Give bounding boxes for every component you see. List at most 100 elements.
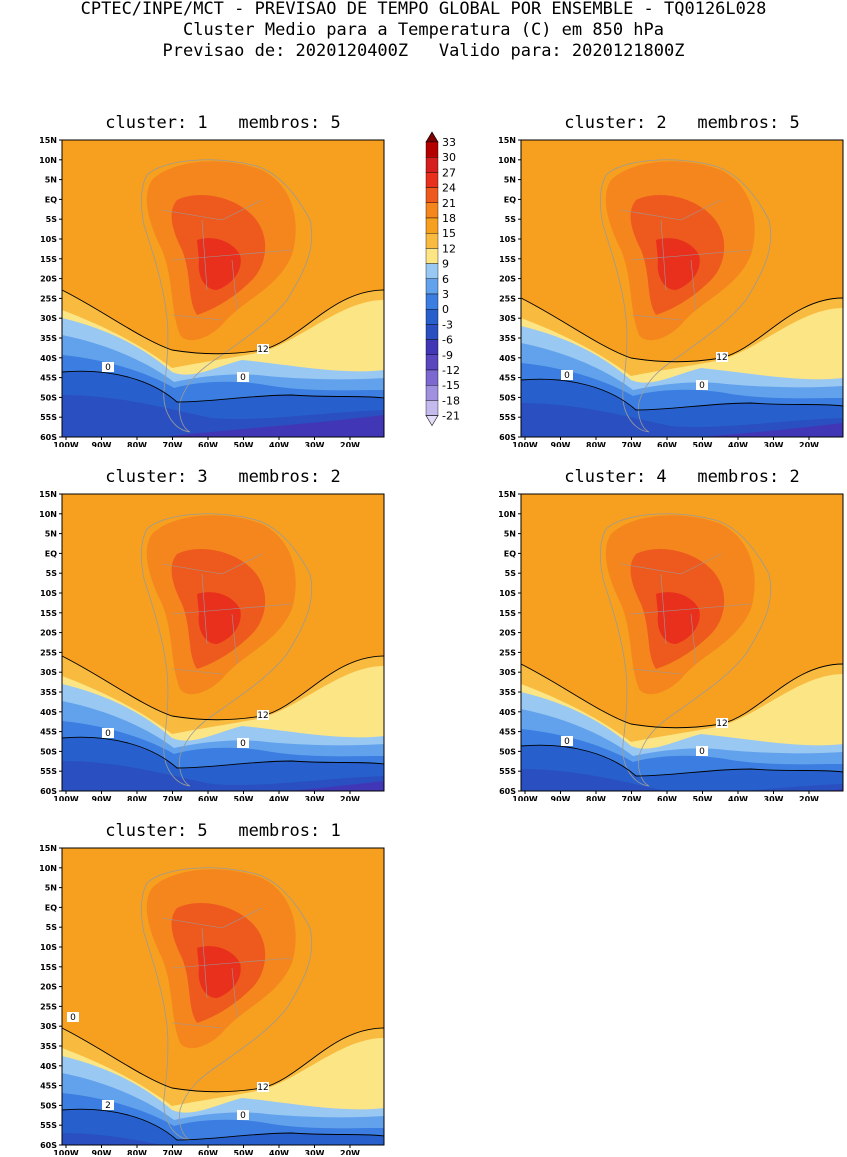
colorbar-swatch	[425, 278, 439, 295]
colorbar-swatch	[425, 157, 439, 173]
contour-label-bg	[716, 718, 728, 728]
lat-label: 20S	[499, 629, 516, 638]
coastline	[599, 513, 772, 787]
lat-label: 45S	[40, 1082, 57, 1091]
colorbar-swatch	[425, 324, 439, 340]
colorbar-level: -9	[442, 349, 453, 362]
panel-1-title: cluster: 1 membros: 5	[105, 113, 341, 133]
lat-label: 50S	[40, 393, 57, 402]
colorbar-level: -6	[442, 334, 453, 347]
lat-label: 15N	[39, 490, 57, 499]
contour-0	[521, 744, 843, 777]
lat-label: 10N	[498, 156, 516, 165]
lon-label: 20W	[340, 441, 360, 447]
contour-12	[521, 663, 843, 729]
contour-12	[62, 289, 384, 355]
lat-label: 30S	[40, 1022, 57, 1031]
colorbar-level: -15	[442, 379, 460, 392]
coastline	[599, 159, 772, 433]
colorbar-swatch	[425, 369, 439, 386]
colorbar: 33 30 27 24 21 18 15 12 9 6 3 0 -3 -6 -9 -12 -15 -18 -21	[420, 130, 500, 454]
lat-label: 15N	[498, 136, 516, 145]
lon-label: 40W	[728, 441, 748, 447]
lon-label: 100W	[53, 1149, 79, 1155]
panel-4-title: cluster: 4 membros: 2	[564, 467, 800, 487]
contour-0	[62, 1108, 384, 1141]
lat-label: 40S	[40, 354, 57, 363]
contour-0	[521, 378, 843, 411]
lat-label: 20S	[499, 275, 516, 284]
lat-label: 25S	[40, 648, 57, 657]
lat-label: 10S	[40, 943, 57, 952]
lat-label: 15S	[40, 255, 57, 264]
colorbar-level: 6	[442, 273, 449, 286]
contour-label-bg	[257, 344, 269, 354]
lat-label: 35S	[499, 688, 516, 697]
lat-label: 10N	[39, 510, 57, 519]
header-line-1: CPTEC/INPE/MCT - PREVISAO DE TEMPO GLOBA…	[80, 0, 767, 19]
lat-label: 35S	[40, 334, 57, 343]
contour-label: 12	[716, 719, 727, 729]
lon-label: 50W	[234, 1149, 254, 1155]
contour-label-bg	[102, 1100, 114, 1110]
lon-label: 90W	[92, 1149, 112, 1155]
lon-label: 60W	[198, 441, 218, 447]
panel-3-title: cluster: 3 membros: 2	[105, 467, 341, 487]
contour-label: 0	[70, 1013, 76, 1023]
contour-label: 12	[716, 353, 727, 363]
lon-label: 20W	[799, 795, 819, 801]
lat-label: 15N	[39, 844, 57, 853]
lat-label: 5S	[505, 569, 517, 578]
contour-label-bg	[561, 736, 573, 746]
contour-label: 0	[240, 1111, 246, 1121]
lon-label: 40W	[269, 441, 289, 447]
temperature-band	[197, 238, 241, 290]
lon-label: 90W	[551, 795, 571, 801]
lat-label: EQ	[504, 195, 516, 204]
map-panel-cluster-5: 12 2 0 0 15N 10N 5N EQ 5S 10S 15S 20S 25S 30S 35S 40S 45…	[20, 843, 390, 1155]
lon-label: 80W	[586, 441, 606, 447]
lat-label: 40S	[40, 708, 57, 717]
lat-label: 35S	[499, 334, 516, 343]
colorbar-swatch	[425, 141, 439, 158]
contour-label-bg	[561, 370, 573, 380]
colorbar-swatch	[425, 293, 439, 310]
contour-0	[62, 736, 384, 769]
lon-label: 70W	[622, 441, 642, 447]
colorbar-swatch	[425, 263, 439, 280]
coastline	[140, 867, 313, 1141]
lat-label: 5S	[46, 215, 58, 224]
lat-label: 10S	[40, 589, 57, 598]
lat-label: 60S	[499, 787, 516, 796]
coastline	[140, 513, 313, 787]
colorbar-swatch	[425, 384, 439, 401]
lat-label: 20S	[40, 629, 57, 638]
colorbar-level: 30	[442, 151, 456, 164]
lat-label: 5N	[45, 176, 57, 185]
country-borders	[161, 199, 293, 321]
lat-label: 60S	[40, 433, 57, 442]
lat-label: 50S	[40, 747, 57, 756]
lat-label: 10S	[499, 235, 516, 244]
lat-label: 30S	[40, 668, 57, 677]
lon-label: 30W	[305, 1149, 325, 1155]
map-frame	[520, 493, 844, 792]
contour-label: 0	[564, 737, 570, 747]
colorbar-swatch	[425, 308, 439, 325]
lat-label: 50S	[40, 1101, 57, 1110]
lon-label: 100W	[53, 441, 79, 447]
colorbar-level: -12	[442, 364, 460, 377]
lon-label: 70W	[163, 441, 183, 447]
lat-label: 15S	[40, 963, 57, 972]
map-frame	[61, 493, 385, 792]
contour-label: 12	[257, 345, 268, 355]
lon-label: 100W	[512, 795, 538, 801]
colorbar-level: 33	[442, 136, 456, 149]
panel-2-title: cluster: 2 membros: 5	[564, 113, 800, 133]
contour-label-bg	[102, 362, 114, 372]
temperature-band	[162, 415, 384, 437]
lon-label: 70W	[622, 795, 642, 801]
lon-label: 30W	[305, 441, 325, 447]
lat-label: EQ	[45, 195, 57, 204]
contour-label-bg	[257, 710, 269, 720]
